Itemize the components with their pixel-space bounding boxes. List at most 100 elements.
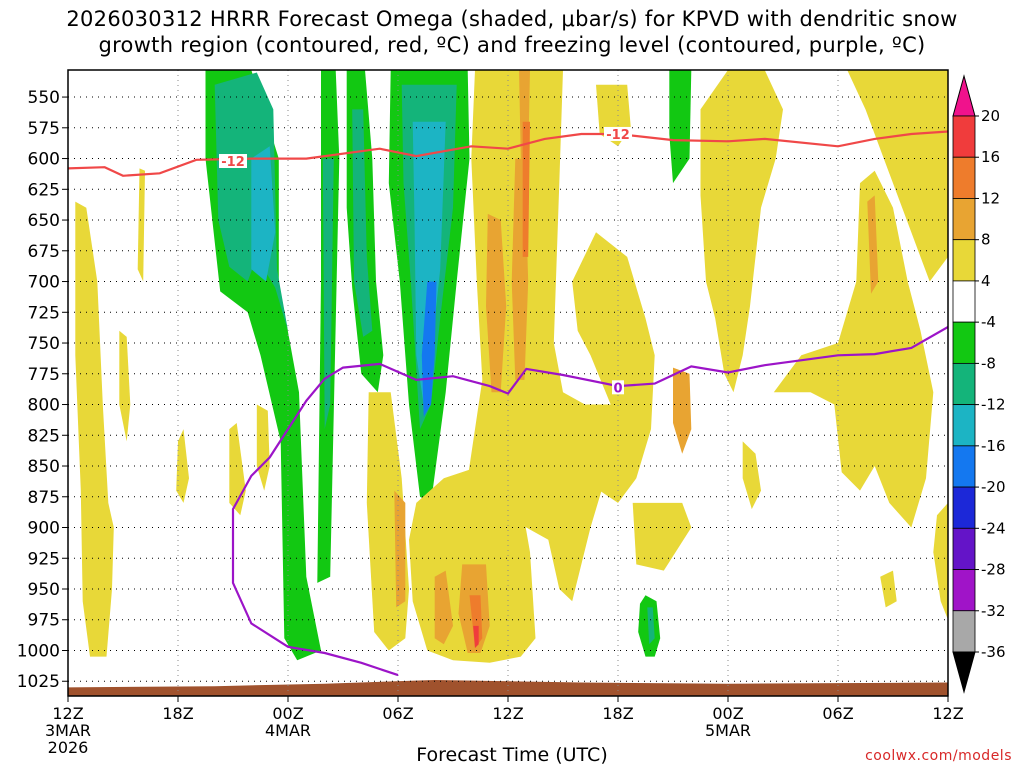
omega-region-30	[469, 595, 483, 648]
x-date-label-6: 5MAR	[705, 721, 751, 740]
omega-region-33	[673, 367, 692, 454]
omega-region-26	[522, 121, 530, 257]
colorbar-bin-6	[952, 321, 976, 364]
colorbar: 20 16 12 8 4 -4 -8 -12 -16 -20 -24 -28 -32 -36	[952, 74, 1006, 694]
y-tick-label-950: 950	[28, 580, 60, 600]
x-tick-label-6: 00Z	[712, 704, 743, 723]
colorbar-bin-7	[952, 362, 976, 406]
x-date-label-2: 4MAR	[265, 721, 311, 740]
contour-label-bg-0	[219, 154, 247, 169]
x-year-label-0: 2026	[48, 738, 89, 757]
omega-region-19	[256, 404, 270, 491]
omega-region-41	[880, 570, 897, 608]
x-tick-label-5: 18Z	[602, 704, 633, 723]
colorbar-label-1: 16	[981, 148, 1000, 166]
x-tick-label-7: 06Z	[822, 704, 853, 723]
omega-region-42	[933, 502, 948, 620]
omega-region-2	[251, 146, 276, 282]
y-tick-label-825: 825	[28, 426, 60, 446]
ground-surface	[68, 680, 948, 696]
chart-title: 2026030312 HRRR Forecast Omega (shaded, …	[0, 6, 1024, 58]
colorbar-label-7: -12	[981, 396, 1006, 414]
omega-region-38	[773, 170, 934, 528]
colorbar-bottom-arrow	[952, 651, 976, 694]
colorbar-bin-5	[952, 280, 976, 323]
colorbar-label-12: -32	[981, 602, 1006, 620]
contour-label-2: 0	[613, 381, 622, 396]
dgz-contour-line	[68, 130, 948, 177]
contour-label-0: -12	[221, 155, 245, 170]
contour-label-bg-1	[604, 126, 632, 141]
y-tick-label-800: 800	[28, 396, 60, 416]
colorbar-bin-4	[952, 239, 976, 282]
omega-shading	[75, 70, 948, 663]
colorbar-bin-11	[952, 527, 976, 570]
x-tick-label-8: 12Z	[932, 704, 963, 723]
contour-labels: -12 -12 0	[219, 126, 632, 396]
omega-region-9	[412, 121, 446, 405]
colorbar-bin-2	[952, 156, 976, 199]
colorbar-bin-13	[952, 610, 976, 653]
contour-label-1: -12	[606, 128, 630, 143]
omega-region-40	[847, 70, 948, 282]
y-tick-label-975: 975	[28, 611, 60, 631]
y-tick-label-675: 675	[28, 242, 60, 262]
y-tick-label-775: 775	[28, 365, 60, 385]
y-tick-label-550: 550	[28, 88, 60, 108]
x-tick-label-0: 12Z	[52, 704, 83, 723]
omega-region-14	[75, 201, 114, 657]
title-line-2: growth region (contoured, red, ºC) and f…	[98, 33, 926, 57]
omega-region-15	[119, 330, 131, 442]
colorbar-label-11: -28	[981, 561, 1006, 579]
y-tick-label-700: 700	[28, 273, 60, 293]
y-tick-label-650: 650	[28, 211, 60, 231]
omega-region-32	[572, 232, 655, 503]
y-tick-label-850: 850	[28, 457, 60, 477]
omega-region-4	[322, 158, 334, 430]
omega-region-13	[647, 607, 655, 645]
credit-link[interactable]: coolwx.com/models	[865, 748, 1012, 764]
omega-region-22	[467, 70, 615, 602]
colorbar-label-0: 20	[981, 107, 1000, 125]
omega-region-39	[867, 195, 879, 294]
y-tick-label-1025: 1025	[17, 672, 60, 692]
colorbar-bin-3	[952, 198, 976, 241]
omega-region-23	[486, 213, 507, 393]
omega-region-16	[137, 168, 145, 282]
omega-region-28	[434, 570, 453, 645]
y-tick-label-925: 925	[28, 549, 60, 569]
x-date-label-0: 3MAR	[45, 721, 91, 740]
colorbar-label-6: -8	[981, 354, 996, 372]
omega-region-6	[352, 109, 373, 337]
colorbar-bin-1	[952, 115, 976, 158]
contour-lines	[68, 130, 948, 677]
colorbar-bin-10	[952, 486, 976, 529]
contour-label-bg-2	[612, 380, 624, 395]
x-tick-label-4: 12Z	[492, 704, 523, 723]
colorbar-label-10: -24	[981, 519, 1006, 537]
omega-region-27	[394, 490, 406, 608]
y-tick-label-575: 575	[28, 119, 60, 139]
y-tick-label-625: 625	[28, 180, 60, 200]
ground-layer	[68, 680, 948, 696]
y-tick-label-900: 900	[28, 519, 60, 539]
omega-region-37	[742, 441, 761, 510]
omega-region-10	[421, 281, 437, 417]
colorbar-label-4: 4	[981, 272, 991, 290]
freezing-level-contour-line	[231, 326, 948, 677]
x-axis-title: Forecast Time (UTC)	[416, 744, 608, 766]
colorbar-bin-9	[952, 445, 976, 488]
colorbar-label-2: 12	[981, 189, 1000, 207]
x-tick-label-1: 18Z	[162, 704, 193, 723]
x-tick-label-3: 06Z	[382, 704, 413, 723]
colorbar-label-3: 8	[981, 231, 991, 249]
omega-region-36	[700, 70, 783, 393]
colorbar-label-8: -16	[981, 437, 1006, 455]
y-tick-label-725: 725	[28, 303, 60, 323]
colorbar-label-13: -36	[981, 643, 1006, 661]
colorbar-bin-8	[952, 404, 976, 447]
y-tick-label-750: 750	[28, 334, 60, 354]
x-tick-label-2: 00Z	[272, 704, 303, 723]
